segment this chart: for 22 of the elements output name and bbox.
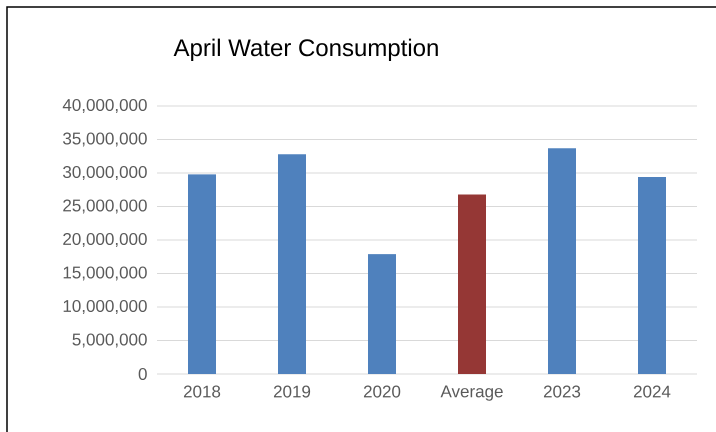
y-tick-label: 40,000,000 [62, 98, 147, 114]
x-tick-label: 2020 [364, 386, 400, 398]
y-tick-label: 25,000,000 [63, 199, 147, 214]
x-tick-label: 2023 [544, 386, 580, 398]
x-tick-label: 2019 [274, 386, 310, 398]
bar [548, 148, 576, 374]
x-tick-label: Average [440, 386, 503, 401]
y-tick-label: 10,000,000 [64, 300, 147, 314]
bar [188, 174, 216, 374]
y-tick-label: 5,000,000 [72, 333, 147, 348]
bar [368, 254, 396, 374]
y-tick-label: 0 [138, 368, 147, 380]
bar [638, 177, 666, 374]
y-tick-label: 30,000,000 [63, 166, 147, 180]
y-tick-label: 15,000,000 [64, 266, 147, 281]
x-tick-label: 2018 [184, 386, 220, 398]
bar [278, 154, 306, 374]
y-tick-label: 35,000,000 [63, 132, 147, 147]
y-tick-label: 20,000,000 [63, 232, 147, 248]
chart-title: April Water Consumption [174, 38, 438, 61]
bar [458, 194, 486, 374]
x-tick-label: 2024 [634, 386, 670, 398]
